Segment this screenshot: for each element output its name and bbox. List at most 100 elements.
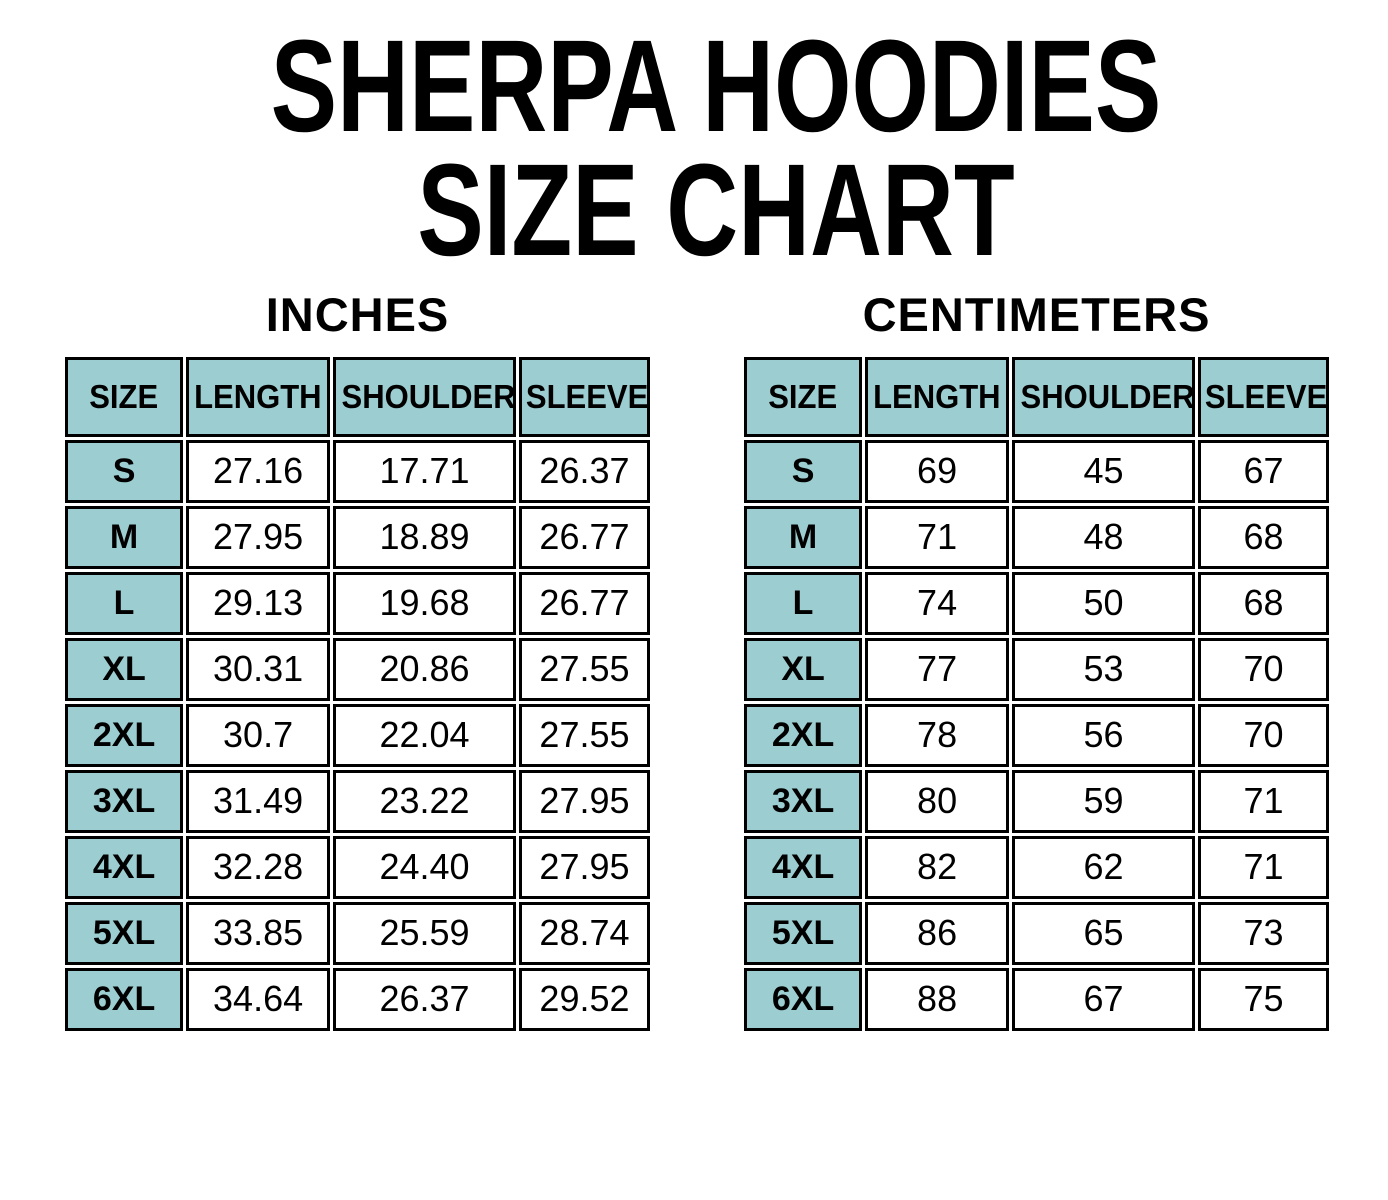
measurement-cell: 27.95 bbox=[186, 505, 331, 569]
size-row-2xl: 2XL 30.7 22.04 27.55 bbox=[65, 703, 650, 767]
column-header-label: SHOULDER bbox=[1020, 377, 1195, 415]
centimeters-size-table: SIZE LENGTH SHOULDER SLEEVE S 69 45 67 M 71 48 68 L 7… bbox=[741, 354, 1332, 1034]
measurement-cell: 68 bbox=[1197, 571, 1329, 635]
centimeters-heading: CENTIMETERS bbox=[862, 287, 1211, 341]
size-row-l: L 74 50 68 bbox=[744, 571, 1329, 635]
measurement-cell: 71 bbox=[1197, 769, 1329, 833]
column-header-label: LENGTH bbox=[873, 377, 1001, 415]
measurement-cell: 59 bbox=[1012, 769, 1195, 833]
column-header-size: SIZE bbox=[65, 356, 184, 437]
measurement-cell: 20.86 bbox=[333, 637, 516, 701]
size-row-2xl: 2XL 78 56 70 bbox=[744, 703, 1329, 767]
measurement-cell: 56 bbox=[1012, 703, 1195, 767]
measurement-cell: 53 bbox=[1012, 637, 1195, 701]
size-label-cell: L bbox=[744, 571, 863, 635]
measurement-cell: 17.71 bbox=[333, 439, 516, 503]
measurement-cell: 70 bbox=[1197, 637, 1329, 701]
measurement-cell: 19.68 bbox=[333, 571, 516, 635]
column-header-size: SIZE bbox=[744, 356, 863, 437]
measurement-cell: 74 bbox=[865, 571, 1010, 635]
inches-heading: INCHES bbox=[265, 287, 450, 341]
size-label-cell: 2XL bbox=[65, 703, 184, 767]
page-title-line-2: SIZE CHART bbox=[417, 136, 1015, 284]
size-label-cell: S bbox=[744, 439, 863, 503]
measurement-cell: 48 bbox=[1012, 505, 1195, 569]
header-row: SIZE LENGTH SHOULDER SLEEVE bbox=[744, 356, 1329, 437]
column-header-sleeve: SLEEVE bbox=[518, 356, 650, 437]
measurement-cell: 23.22 bbox=[333, 769, 516, 833]
measurement-cell: 27.95 bbox=[518, 769, 650, 833]
measurement-cell: 67 bbox=[1012, 967, 1195, 1031]
size-label-cell: 6XL bbox=[65, 967, 184, 1031]
measurement-cell: 33.85 bbox=[186, 901, 331, 965]
tables-container: INCHES SIZE LENGTH SHOULDER SLEEVE S 27.16 17.… bbox=[0, 287, 1388, 1034]
measurement-cell: 31.49 bbox=[186, 769, 331, 833]
measurement-cell: 70 bbox=[1197, 703, 1329, 767]
page-title-line-1: SHERPA HOODIES bbox=[270, 12, 1162, 159]
header-row: SIZE LENGTH SHOULDER SLEEVE bbox=[65, 356, 650, 437]
measurement-cell: 30.31 bbox=[186, 637, 331, 701]
page-title: SHERPA HOODIES SIZE CHART bbox=[22, 0, 1388, 284]
size-row-3xl: 3XL 31.49 23.22 27.95 bbox=[65, 769, 650, 833]
centimeters-table-section: CENTIMETERS SIZE LENGTH SHOULDER SLEEVE S 69 4… bbox=[741, 287, 1332, 1034]
column-header-sleeve: SLEEVE bbox=[1197, 356, 1329, 437]
measurement-cell: 28.74 bbox=[518, 901, 650, 965]
size-label-cell: S bbox=[65, 439, 184, 503]
measurement-cell: 80 bbox=[865, 769, 1010, 833]
measurement-cell: 88 bbox=[865, 967, 1010, 1031]
size-row-4xl: 4XL 32.28 24.40 27.95 bbox=[65, 835, 650, 899]
measurement-cell: 27.95 bbox=[518, 835, 650, 899]
size-label-cell: XL bbox=[65, 637, 184, 701]
measurement-cell: 27.55 bbox=[518, 637, 650, 701]
size-label-cell: 2XL bbox=[744, 703, 863, 767]
measurement-cell: 68 bbox=[1197, 505, 1329, 569]
column-header-length: LENGTH bbox=[186, 356, 331, 437]
measurement-cell: 27.16 bbox=[186, 439, 331, 503]
inches-size-table: SIZE LENGTH SHOULDER SLEEVE S 27.16 17.71 26.37… bbox=[62, 354, 653, 1034]
column-header-label: SLEEVE bbox=[1204, 377, 1328, 415]
size-row-3xl: 3XL 80 59 71 bbox=[744, 769, 1329, 833]
measurement-cell: 26.37 bbox=[518, 439, 650, 503]
measurement-cell: 30.7 bbox=[186, 703, 331, 767]
measurement-cell: 29.52 bbox=[518, 967, 650, 1031]
column-header-label: SHOULDER bbox=[341, 377, 516, 415]
measurement-cell: 50 bbox=[1012, 571, 1195, 635]
measurement-cell: 18.89 bbox=[333, 505, 516, 569]
size-row-4xl: 4XL 82 62 71 bbox=[744, 835, 1329, 899]
measurement-cell: 27.55 bbox=[518, 703, 650, 767]
size-label-cell: 5XL bbox=[65, 901, 184, 965]
measurement-cell: 25.59 bbox=[333, 901, 516, 965]
measurement-cell: 69 bbox=[865, 439, 1010, 503]
size-label-cell: 5XL bbox=[744, 901, 863, 965]
measurement-cell: 29.13 bbox=[186, 571, 331, 635]
size-row-s: S 69 45 67 bbox=[744, 439, 1329, 503]
measurement-cell: 67 bbox=[1197, 439, 1329, 503]
measurement-cell: 75 bbox=[1197, 967, 1329, 1031]
inches-table-section: INCHES SIZE LENGTH SHOULDER SLEEVE S 27.16 17.… bbox=[62, 287, 653, 1034]
size-label-cell: 3XL bbox=[744, 769, 863, 833]
measurement-cell: 73 bbox=[1197, 901, 1329, 965]
size-label-cell: 4XL bbox=[65, 835, 184, 899]
measurement-cell: 24.40 bbox=[333, 835, 516, 899]
size-row-6xl: 6XL 34.64 26.37 29.52 bbox=[65, 967, 650, 1031]
measurement-cell: 71 bbox=[1197, 835, 1329, 899]
size-label-cell: 4XL bbox=[744, 835, 863, 899]
column-header-label: SIZE bbox=[768, 377, 838, 415]
size-row-l: L 29.13 19.68 26.77 bbox=[65, 571, 650, 635]
measurement-cell: 65 bbox=[1012, 901, 1195, 965]
size-label-cell: M bbox=[744, 505, 863, 569]
measurement-cell: 86 bbox=[865, 901, 1010, 965]
size-label-cell: L bbox=[65, 571, 184, 635]
measurement-cell: 82 bbox=[865, 835, 1010, 899]
size-label-cell: 3XL bbox=[65, 769, 184, 833]
size-row-5xl: 5XL 86 65 73 bbox=[744, 901, 1329, 965]
column-header-label: SLEEVE bbox=[525, 377, 649, 415]
measurement-cell: 78 bbox=[865, 703, 1010, 767]
column-header-shoulder: SHOULDER bbox=[1012, 356, 1195, 437]
size-label-cell: XL bbox=[744, 637, 863, 701]
size-label-cell: M bbox=[65, 505, 184, 569]
measurement-cell: 32.28 bbox=[186, 835, 331, 899]
size-row-m: M 71 48 68 bbox=[744, 505, 1329, 569]
measurement-cell: 22.04 bbox=[333, 703, 516, 767]
